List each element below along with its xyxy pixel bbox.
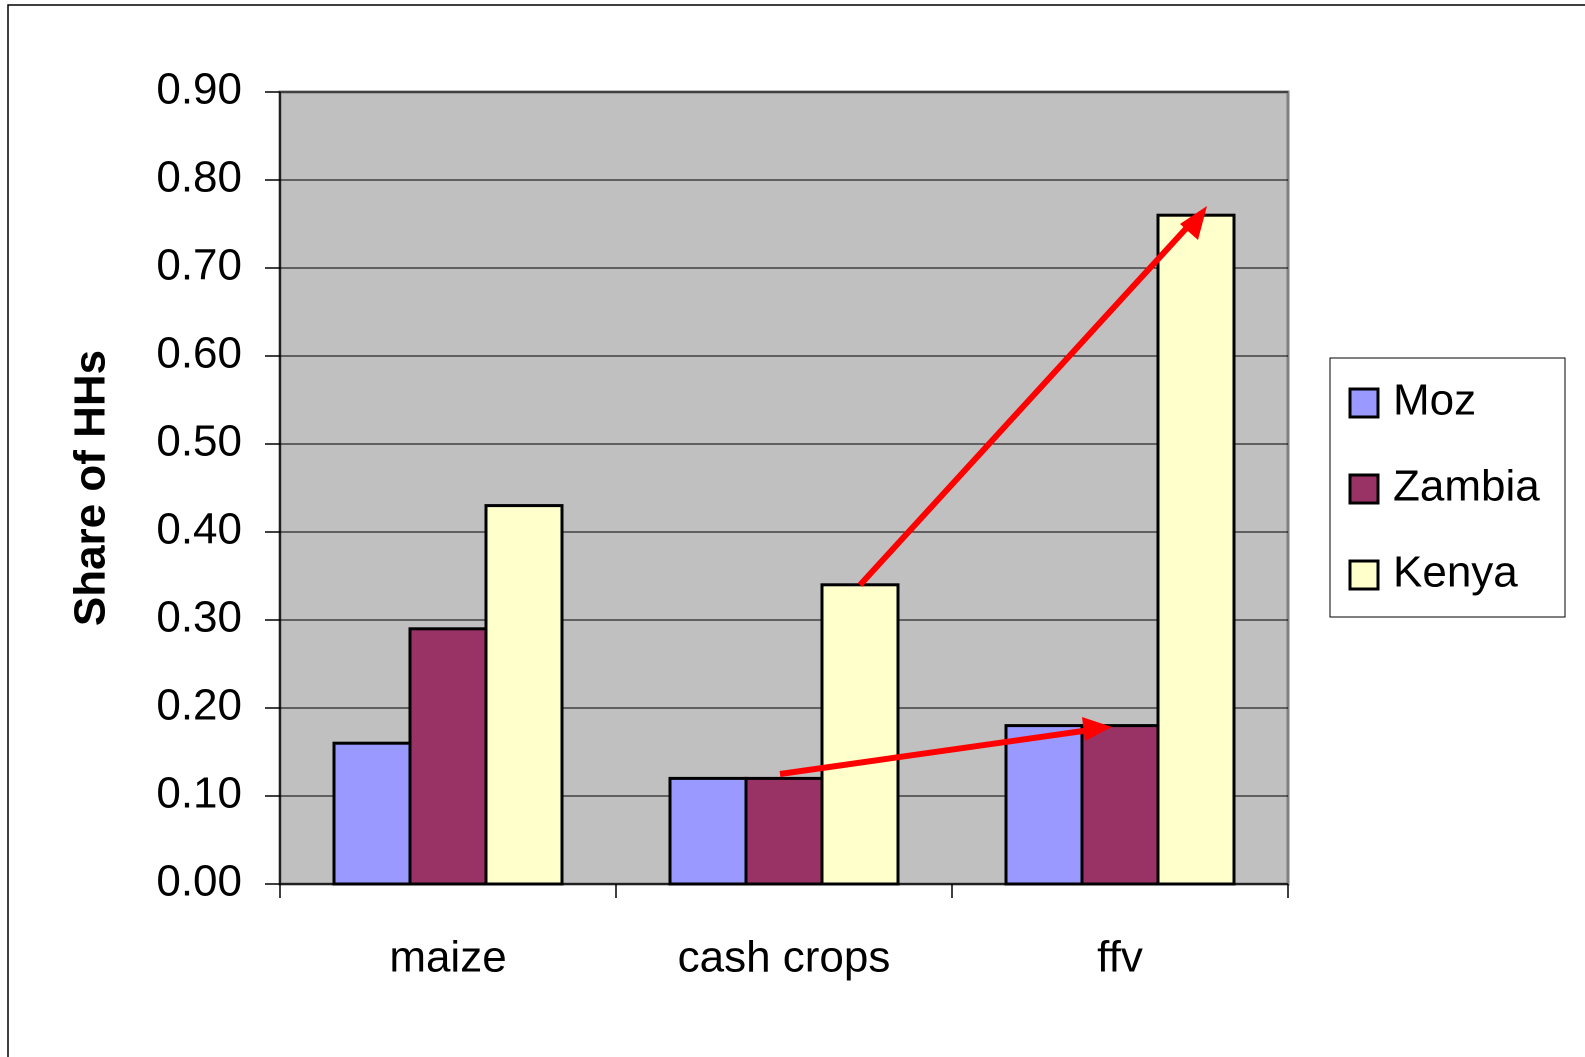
bar <box>820 583 900 886</box>
bar <box>1156 213 1236 886</box>
y-tick-label: 0.80 <box>156 153 242 202</box>
arrow-head <box>1180 206 1207 240</box>
y-tick-label: 0.10 <box>156 769 242 818</box>
bar <box>1004 724 1084 886</box>
x-tick-label: cash crops <box>678 933 891 982</box>
bar <box>1080 724 1160 886</box>
arrow-head <box>1082 717 1112 741</box>
y-tick-label: 0.20 <box>156 681 242 730</box>
x-tick-label: ffv <box>1097 933 1143 982</box>
y-tick-label: 0.50 <box>156 417 242 466</box>
bar <box>744 776 824 886</box>
arrow-line <box>857 219 1195 588</box>
bar <box>668 776 748 886</box>
legend-swatch <box>1348 473 1380 505</box>
y-tick-label: 0.90 <box>156 65 242 114</box>
y-tick-label: 0.40 <box>156 505 242 554</box>
bar <box>332 741 412 886</box>
annotation-arrows <box>779 206 1207 777</box>
legend-label: Moz <box>1393 376 1476 425</box>
legend-swatch <box>1348 559 1380 591</box>
bar <box>484 504 564 886</box>
bar <box>408 627 488 886</box>
y-tick-label: 0.30 <box>156 593 242 642</box>
y-tick-label: 0.70 <box>156 241 242 290</box>
y-tick-label: 0.60 <box>156 329 242 378</box>
legend-swatch <box>1348 387 1380 419</box>
legend-label: Zambia <box>1393 462 1540 511</box>
arrow-line <box>779 727 1091 777</box>
legend-label: Kenya <box>1393 548 1518 597</box>
y-axis-title: Share of HHs <box>66 350 115 626</box>
x-tick-label: maize <box>389 933 506 982</box>
y-tick-label: 0.00 <box>156 857 242 906</box>
